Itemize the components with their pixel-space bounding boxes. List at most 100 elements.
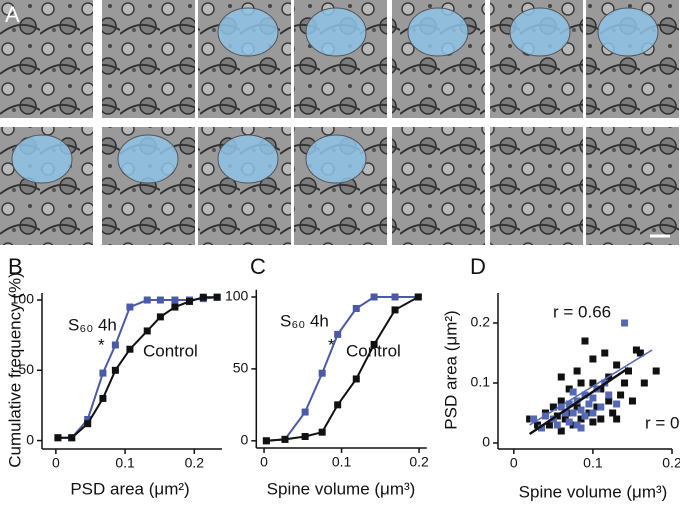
spine-highlight (11, 134, 73, 184)
y-axis-label: PSD area (μm²) (441, 310, 460, 429)
data-point (156, 313, 164, 321)
spine-highlight (217, 7, 279, 57)
data-point (581, 391, 589, 399)
y-tick-label: 0 (241, 432, 249, 448)
data-point (585, 409, 593, 417)
data-point (652, 367, 660, 375)
data-point (628, 397, 636, 405)
data-point (573, 403, 581, 411)
data-point (391, 293, 399, 301)
em-image (392, 127, 485, 245)
data-point (334, 330, 342, 338)
data-point (621, 319, 629, 327)
data-point (589, 379, 597, 387)
data-point (617, 391, 625, 399)
data-point (171, 296, 179, 304)
data-point (613, 415, 621, 423)
x-tick-label: 0.1 (332, 454, 352, 470)
data-point (126, 345, 134, 353)
data-point (561, 409, 569, 417)
y-tick-label: 0 (482, 434, 490, 450)
series-label: S₆₀ 4h (68, 315, 117, 334)
data-point (621, 379, 629, 387)
data-point (577, 379, 585, 387)
data-point (538, 424, 545, 432)
data-point (589, 355, 597, 363)
y-tick-label: 50 (18, 361, 34, 377)
panel-label: D (470, 254, 486, 279)
data-point (577, 415, 585, 423)
x-tick-label: 0 (260, 454, 268, 470)
x-tick-label: 0.1 (583, 455, 603, 471)
data-point (609, 409, 617, 417)
y-tick-label: 0 (26, 431, 34, 447)
data-point (111, 366, 119, 374)
data-point (530, 415, 538, 423)
data-point (54, 434, 62, 442)
data-point (301, 408, 309, 416)
data-point (597, 403, 605, 411)
data-point (185, 297, 193, 305)
data-point (352, 375, 360, 383)
data-point (352, 304, 360, 312)
panel-label: C (250, 254, 266, 279)
annotation: * (328, 335, 335, 354)
spine-highlight (305, 7, 367, 57)
data-point (370, 340, 378, 348)
em-image (490, 127, 583, 245)
data-point (557, 403, 565, 411)
data-point (561, 415, 569, 423)
data-point (581, 337, 589, 345)
x-tick-label: 0.2 (662, 455, 680, 471)
data-point (581, 412, 589, 420)
spine-highlight (117, 134, 179, 184)
em-image (586, 127, 679, 245)
y-tick-label: 0.2 (471, 314, 491, 330)
data-point (318, 369, 326, 377)
data-point (577, 406, 585, 414)
annotation: r = 0.55 (645, 413, 680, 432)
data-point (573, 421, 581, 429)
spine-highlight (305, 134, 367, 184)
em-image (0, 0, 93, 118)
annotation: r = 0.66 (553, 302, 611, 321)
data-point (605, 397, 613, 405)
data-point (526, 415, 534, 423)
data-point (589, 394, 597, 402)
x-tick-label: 0.2 (185, 455, 205, 471)
data-point (601, 349, 609, 357)
data-point (370, 293, 378, 301)
data-point (156, 296, 164, 304)
spine-highlight (509, 7, 571, 57)
data-point (565, 385, 573, 393)
data-point (557, 427, 565, 435)
data-point (589, 418, 597, 426)
data-point (593, 403, 601, 411)
data-point (613, 361, 621, 369)
data-point (605, 391, 613, 399)
data-point (640, 379, 648, 387)
data-point (565, 418, 573, 426)
panel-label: A (5, 2, 20, 27)
x-axis-label: Spine volume (μm³) (519, 482, 668, 501)
data-point (171, 303, 179, 311)
em-panel (0, 0, 679, 245)
data-point (143, 296, 151, 304)
data-point (632, 346, 640, 354)
series-label: Control (143, 341, 198, 360)
y-tick-label: 100 (225, 288, 249, 304)
data-point (589, 409, 597, 417)
data-point (111, 341, 119, 349)
series-label: S₆₀ 4h (280, 311, 329, 330)
y-tick-label: 100 (11, 291, 35, 307)
data-point (68, 434, 76, 442)
x-tick-label: 0.1 (115, 455, 135, 471)
data-point (414, 293, 422, 301)
data-point (199, 293, 207, 301)
data-point (84, 415, 92, 423)
data-point (597, 415, 605, 423)
series-label: Control (346, 341, 401, 360)
x-tick-label: 0.2 (409, 454, 429, 470)
data-point (318, 428, 326, 436)
data-point (565, 409, 573, 417)
